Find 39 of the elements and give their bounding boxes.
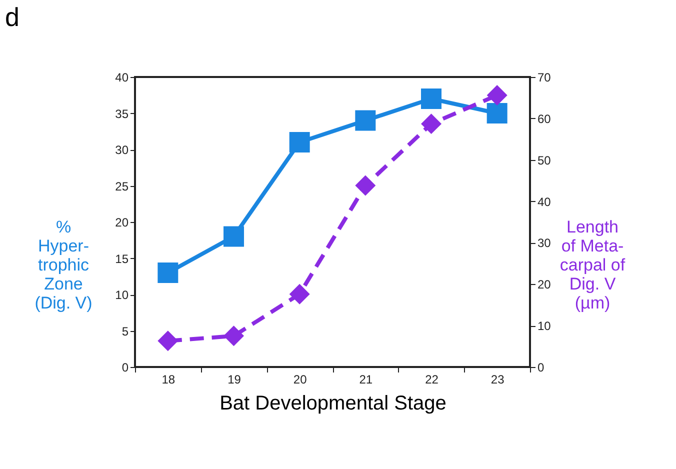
y2-tick-label: 50 <box>538 153 552 168</box>
y2-tick-label: 20 <box>538 278 552 292</box>
y-tick-label: 0 <box>122 360 129 374</box>
point <box>486 103 508 124</box>
x-tick-label: 21 <box>359 372 373 386</box>
point <box>289 132 310 152</box>
x-tick-label: 22 <box>425 372 439 386</box>
point <box>421 114 442 134</box>
y2-axis-title: Length of Meta- carpal of Dig. V (µm) <box>560 218 626 312</box>
y2-tick-label: 30 <box>538 236 552 250</box>
y2-tick-label: 70 <box>538 70 552 84</box>
y2-tick-label: 0 <box>538 360 544 374</box>
x-tick-label: 23 <box>490 372 505 386</box>
x-tick-label: 20 <box>293 372 308 386</box>
chart-title: d <box>5 2 20 32</box>
y2-tick-label: 10 <box>538 319 552 334</box>
point <box>158 262 178 283</box>
point <box>355 110 376 131</box>
y-tick-label: 10 <box>115 288 129 302</box>
x-tick-label: 18 <box>162 372 176 386</box>
x-axis-title: Bat Developmental Stage <box>220 392 446 414</box>
y2-tick-label: 60 <box>538 112 552 126</box>
x-tick-label: 19 <box>228 372 242 386</box>
y2-tick-label: 40 <box>538 194 552 209</box>
y-axis-title: % Hyper- trophic Zone (Dig. V) <box>34 218 92 312</box>
y-tick-label: 40 <box>115 70 129 84</box>
point <box>289 284 310 304</box>
point <box>355 175 376 196</box>
y-tick-label: 25 <box>115 179 129 194</box>
point <box>224 326 244 346</box>
point <box>486 84 508 106</box>
y-tick-label: 30 <box>115 143 129 157</box>
point <box>158 330 178 352</box>
y-tick-label: 5 <box>122 324 129 338</box>
y-tick-label: 15 <box>115 252 129 266</box>
y-tick-label: 20 <box>115 216 129 230</box>
point <box>421 88 442 109</box>
y-tick-label: 35 <box>115 106 129 121</box>
point <box>224 226 244 247</box>
